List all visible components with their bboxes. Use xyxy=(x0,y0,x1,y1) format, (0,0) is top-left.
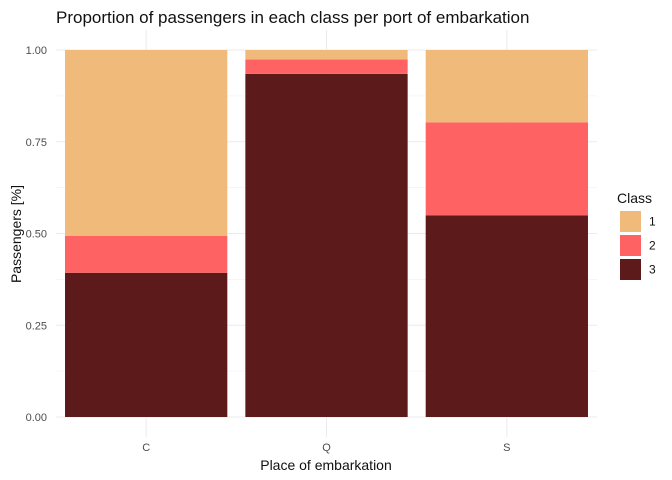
chart-title: Proportion of passengers in each class p… xyxy=(56,8,529,27)
legend-items: 1 2 3 xyxy=(620,211,656,280)
bar-Q-class-2 xyxy=(245,59,408,74)
y-tick-label: 0.25 xyxy=(26,320,47,332)
bar-S-class-1 xyxy=(425,50,588,123)
legend-swatch-class-2 xyxy=(620,235,641,256)
bar-S-class-3 xyxy=(425,215,588,417)
bars xyxy=(65,50,588,417)
x-axis-label: Place of embarkation xyxy=(260,457,392,473)
y-axis-label: Passengers [%] xyxy=(8,185,24,283)
legend-title: Class xyxy=(617,190,652,206)
bar-S-class-2 xyxy=(425,122,588,216)
bar-Q-class-3 xyxy=(245,73,408,417)
legend-label-class-1: 1 xyxy=(649,215,656,229)
y-axis-ticks: 0.00 0.25 0.50 0.75 1.00 xyxy=(26,45,47,424)
legend-swatch-class-3 xyxy=(620,259,641,280)
legend-swatch-class-1 xyxy=(620,211,641,232)
bar-C-class-3 xyxy=(65,272,228,417)
legend: Class 1 2 3 xyxy=(617,190,656,280)
legend-label-class-2: 2 xyxy=(649,239,656,253)
x-tick-label: C xyxy=(142,442,150,454)
x-tick-label: S xyxy=(503,442,510,454)
y-tick-label: 0.50 xyxy=(26,229,47,241)
bar-C-class-2 xyxy=(65,235,228,273)
bar-C-class-1 xyxy=(65,50,228,236)
y-tick-label: 1.00 xyxy=(26,45,47,57)
legend-label-class-3: 3 xyxy=(649,263,656,277)
bar-Q-class-1 xyxy=(245,50,408,60)
x-tick-label: Q xyxy=(322,442,331,454)
y-tick-label: 0.75 xyxy=(26,137,47,149)
y-tick-label: 0.00 xyxy=(26,412,47,424)
